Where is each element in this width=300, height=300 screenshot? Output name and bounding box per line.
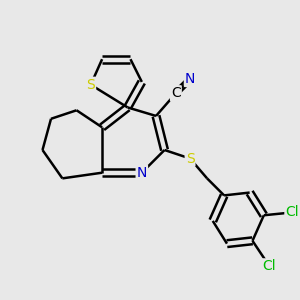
- Text: C: C: [171, 86, 181, 100]
- Text: Cl: Cl: [263, 259, 276, 273]
- Text: N: N: [185, 72, 195, 86]
- Text: N: N: [136, 166, 147, 180]
- Text: S: S: [186, 152, 194, 166]
- Text: Cl: Cl: [285, 206, 299, 219]
- Text: S: S: [86, 78, 95, 92]
